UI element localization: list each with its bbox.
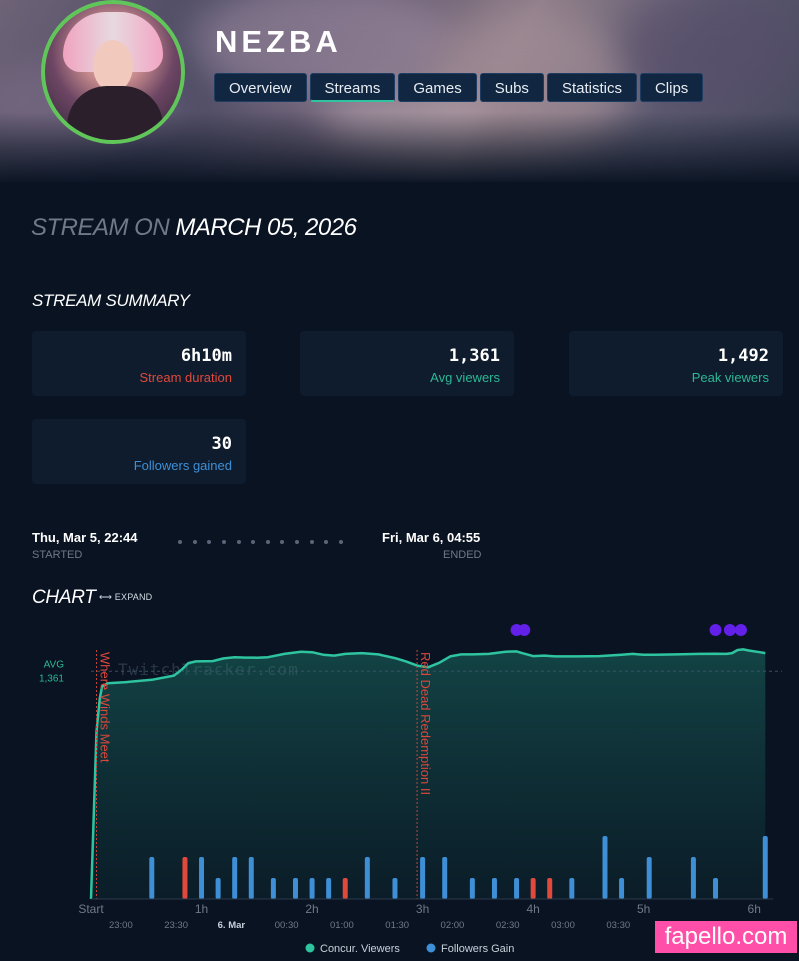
followers-bar [232,857,238,899]
x-tick-label: 3h [416,902,429,916]
x-tick-sub-label: 02:30 [496,920,520,931]
expand-button[interactable]: ⟷ EXPAND [99,592,153,602]
x-tick-label: 6h [748,902,761,916]
followers-bar [364,857,370,899]
viewers-line [89,648,766,900]
event-marker [734,624,747,636]
x-tick-label: 4h [526,902,539,916]
followers-bar [309,878,315,899]
followers-bar [547,878,553,899]
followers-bar [569,878,575,899]
x-tick-sub-label: 00:30 [275,920,299,931]
legend-dot [305,943,315,953]
stat-label: Avg viewers [430,370,500,385]
followers-bar [469,878,475,899]
stat-value: 30 [211,434,232,454]
tab-overview[interactable]: Overview [214,73,307,102]
channel-name: NEZBA [215,24,342,59]
stat-label: Followers gained [133,458,232,473]
stream-end-label: ENDED [443,549,482,561]
x-tick-label: 5h [637,902,650,916]
chart-title: CHART [32,587,96,608]
x-tick-sub-label: 03:00 [551,920,575,931]
stat-label: Stream duration [139,370,233,385]
fapello-watermark: fapello.com [655,921,797,953]
legend-label: Concur. Viewers [320,943,400,955]
timeline-dots [178,540,343,544]
stream-title-date: MARCH 05, 2026 [175,214,357,241]
followers-bar [713,878,719,899]
tab-games[interactable]: Games [398,73,477,102]
channel-header: NEZBA Overview Streams Games Subs Statis… [0,0,799,182]
viewers-area [91,649,766,899]
followers-bar [420,857,426,899]
channel-tabs: Overview Streams Games Subs Statistics C… [214,73,704,102]
stat-card-duration: 6h10m Stream duration [32,331,246,396]
x-tick-sub-label: 23:30 [164,920,188,931]
followers-bar [530,878,536,899]
event-marker [723,624,736,636]
followers-bar [199,857,205,899]
x-tick-label: Start [78,902,104,916]
legend-label: Followers Gain [441,943,514,955]
followers-bar [182,857,188,899]
stat-card-followers: 30 Followers gained [32,419,246,484]
x-tick-label: 1h [195,902,208,916]
followers-bar [392,878,398,899]
followers-bar [602,836,608,899]
followers-bar [646,857,652,899]
event-marker [518,624,531,636]
legend-dot [426,943,436,953]
tab-clips[interactable]: Clips [639,73,704,102]
stream-start-time: Thu, Mar 5, 22:44 [32,530,138,545]
stat-value: 1,361 [448,346,500,366]
x-tick-sub-label: 01:00 [330,920,354,931]
summary-title: STREAM SUMMARY [32,291,190,310]
x-tick-sub-label: 03:30 [606,920,630,931]
stat-value: 6h10m [180,346,232,366]
x-tick-sub-label: 01:30 [385,920,409,931]
x-tick-sub-label: 02:00 [441,920,465,931]
x-tick-sub-label: 23:00 [109,920,133,931]
avg-label: AVG [44,659,65,670]
followers-bar [215,878,221,899]
tab-subs[interactable]: Subs [479,73,544,102]
stream-title: STREAM ON MARCH 05, 2026 [31,214,357,242]
followers-bar [270,878,276,899]
followers-bar [149,857,155,899]
followers-bar [292,878,298,899]
tab-streams[interactable]: Streams [309,73,396,102]
followers-bar [491,878,497,899]
stat-value: 1,492 [717,346,769,366]
followers-bar [442,857,448,899]
stat-label: Peak viewers [691,370,769,385]
tab-statistics[interactable]: Statistics [546,73,637,102]
stat-card-peak-viewers: 1,492 Peak viewers [569,331,783,396]
followers-bar [762,836,768,899]
game-marker-label: Red Dead Redemption II [418,652,433,795]
stream-end-time: Fri, Mar 6, 04:55 [382,530,481,545]
avg-value: 1,361 [39,673,64,684]
stream-title-prefix: STREAM ON [31,214,170,241]
stream-start-label: STARTED [32,549,83,561]
followers-bar [342,878,348,899]
channel-avatar[interactable] [41,0,185,144]
game-marker-label: Where Winds Meet [98,652,113,763]
followers-bar [514,878,520,899]
x-tick-sub-label: 6. Mar [218,920,246,931]
followers-bar [326,878,332,899]
followers-bar [690,857,696,899]
event-marker [709,624,722,636]
followers-bar [619,878,625,899]
stat-card-avg-viewers: 1,361 Avg viewers [300,331,514,396]
x-tick-label: 2h [305,902,318,916]
followers-bar [248,857,254,899]
